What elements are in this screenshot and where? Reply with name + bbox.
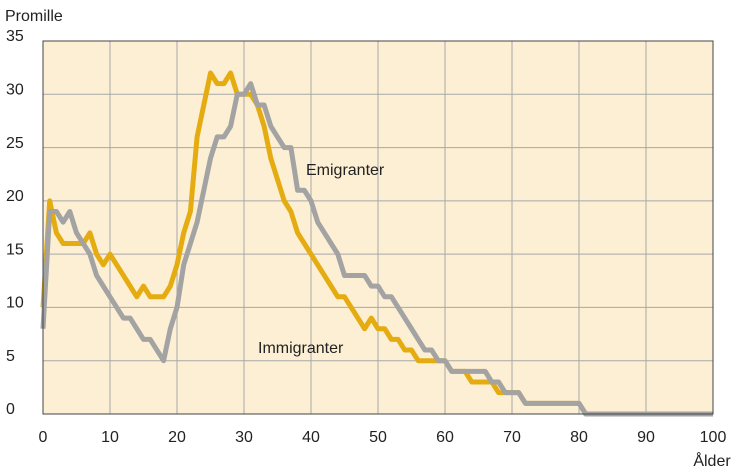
y-tick-label: 35 — [6, 28, 24, 45]
x-tick-label: 50 — [369, 429, 387, 446]
y-tick-label: 15 — [6, 241, 24, 258]
x-axis-label: Ålder — [693, 451, 731, 469]
x-tick-label: 100 — [700, 429, 727, 446]
x-tick-label: 60 — [436, 429, 454, 446]
y-axis-label: Promille — [5, 8, 63, 25]
x-tick-label: 90 — [637, 429, 655, 446]
y-tick-label: 30 — [6, 82, 24, 99]
x-tick-label: 40 — [302, 429, 320, 446]
y-tick-label: 0 — [6, 401, 15, 418]
plot-frame — [42, 40, 714, 415]
x-tick-label: 80 — [570, 429, 588, 446]
annotation: Immigranter — [258, 340, 344, 357]
y-tick-label: 5 — [6, 348, 15, 365]
x-tick-label: 0 — [39, 429, 48, 446]
y-tick-label: 25 — [6, 135, 24, 152]
x-tick-label: 70 — [503, 429, 521, 446]
x-tick-label: 30 — [235, 429, 253, 446]
y-tick-label: 10 — [6, 295, 24, 312]
y-tick-label: 20 — [6, 188, 24, 205]
x-tick-label: 10 — [101, 429, 119, 446]
annotation: Emigranter — [306, 162, 385, 179]
x-tick-label: 20 — [168, 429, 186, 446]
